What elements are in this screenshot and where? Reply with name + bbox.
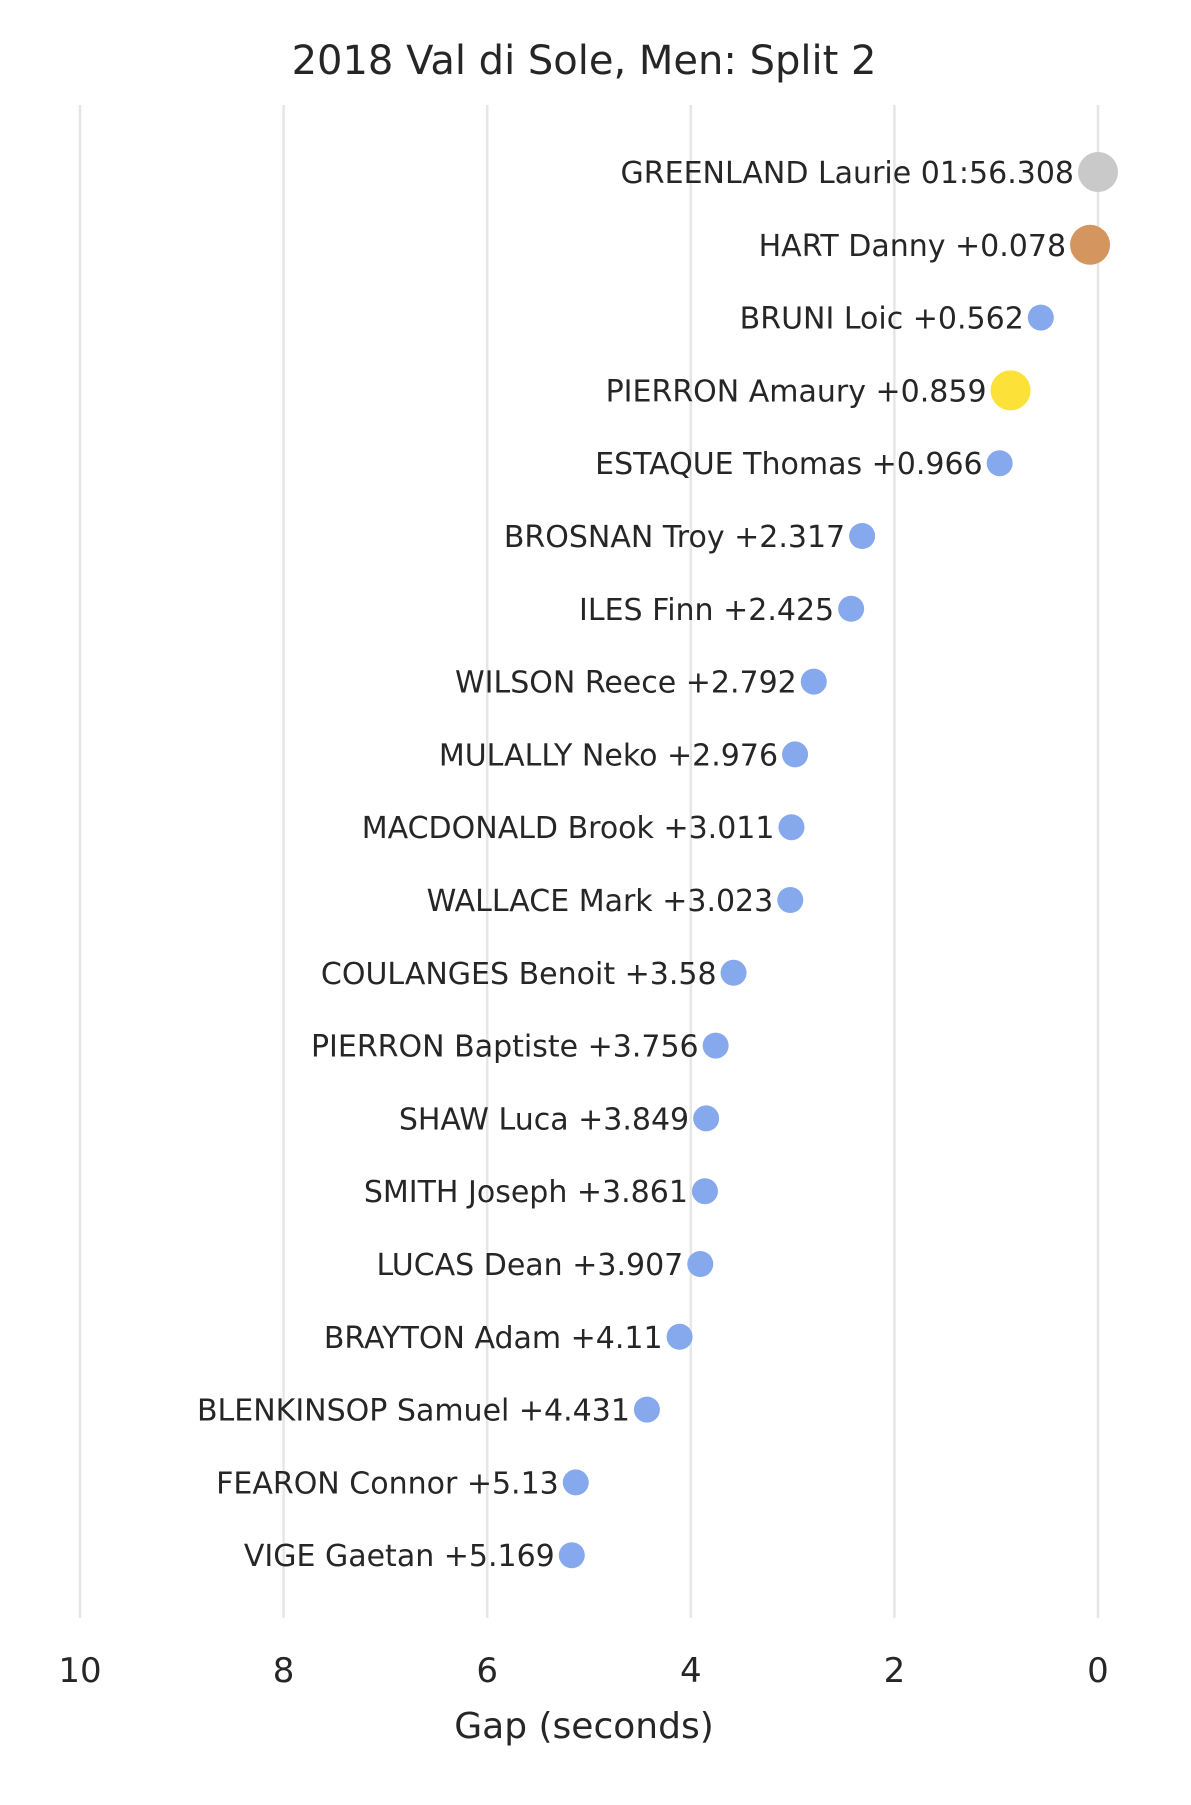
data-point: [558, 1542, 585, 1569]
rider-labels: GREENLAND Laurie 01:56.308 HART Danny +0.…: [197, 156, 1074, 1574]
data-point: [562, 1469, 589, 1496]
rider-points: [558, 152, 1118, 1569]
grid-lines: [78, 105, 1100, 1618]
data-point: [666, 1323, 693, 1350]
rider-label: BRAYTON Adam +4.11: [324, 1321, 663, 1356]
data-point: [849, 523, 876, 549]
rider-label: HART Danny +0.078: [759, 229, 1066, 264]
rider-label: FEARON Connor +5.13: [216, 1466, 559, 1501]
rider-label: MACDONALD Brook +3.011: [362, 811, 775, 846]
x-tick-label: 8: [273, 1651, 295, 1691]
rider-label: SMITH Joseph +3.861: [364, 1175, 688, 1210]
rider-label: LUCAS Dean +3.907: [377, 1248, 684, 1283]
x-tick-label: 4: [680, 1651, 702, 1691]
data-point: [838, 595, 865, 622]
rider-label: BRUNI Loic +0.562: [740, 302, 1024, 337]
x-tick-label: 10: [58, 1651, 101, 1691]
data-point: [777, 887, 804, 913]
rider-label: PIERRON Baptiste +3.756: [311, 1030, 699, 1065]
rider-label: GREENLAND Laurie 01:56.308: [621, 156, 1074, 191]
rider-label: WALLACE Mark +3.023: [427, 884, 774, 919]
x-tick-label: 2: [884, 1651, 906, 1691]
rider-label: SHAW Luca +3.849: [399, 1102, 689, 1137]
rider-label: COULANGES Benoit +3.58: [321, 957, 717, 992]
data-point: [1078, 152, 1118, 192]
x-axis-label: Gap (seconds): [454, 1706, 714, 1747]
chart-title: 2018 Val di Sole, Men: Split 2: [292, 38, 877, 84]
data-point: [778, 814, 805, 841]
data-point: [633, 1396, 660, 1423]
rider-label: MULALLY Neko +2.976: [439, 738, 778, 773]
rider-label: BROSNAN Troy +2.317: [504, 520, 845, 555]
x-axis-ticks: 10 8 6 4 2 0: [58, 1651, 1108, 1691]
data-point: [691, 1178, 718, 1205]
rider-label: BLENKINSOP Samuel +4.431: [197, 1394, 630, 1429]
rider-label: ILES Finn +2.425: [579, 593, 834, 628]
data-point: [702, 1032, 729, 1059]
data-point: [990, 370, 1031, 411]
data-point: [800, 668, 827, 695]
rider-label: VIGE Gaetan +5.169: [244, 1539, 555, 1574]
data-point: [693, 1105, 720, 1132]
data-point: [1027, 304, 1054, 331]
data-point: [986, 450, 1013, 477]
x-tick-label: 6: [476, 1651, 498, 1691]
data-point: [1070, 224, 1111, 265]
rider-label: WILSON Reece +2.792: [455, 666, 797, 701]
rider-label: PIERRON Amaury +0.859: [606, 374, 987, 409]
data-point: [782, 741, 809, 768]
x-tick-label: 0: [1087, 1651, 1109, 1691]
data-point: [720, 959, 747, 986]
data-point: [687, 1251, 714, 1277]
rider-label: ESTAQUE Thomas +0.966: [595, 447, 983, 482]
